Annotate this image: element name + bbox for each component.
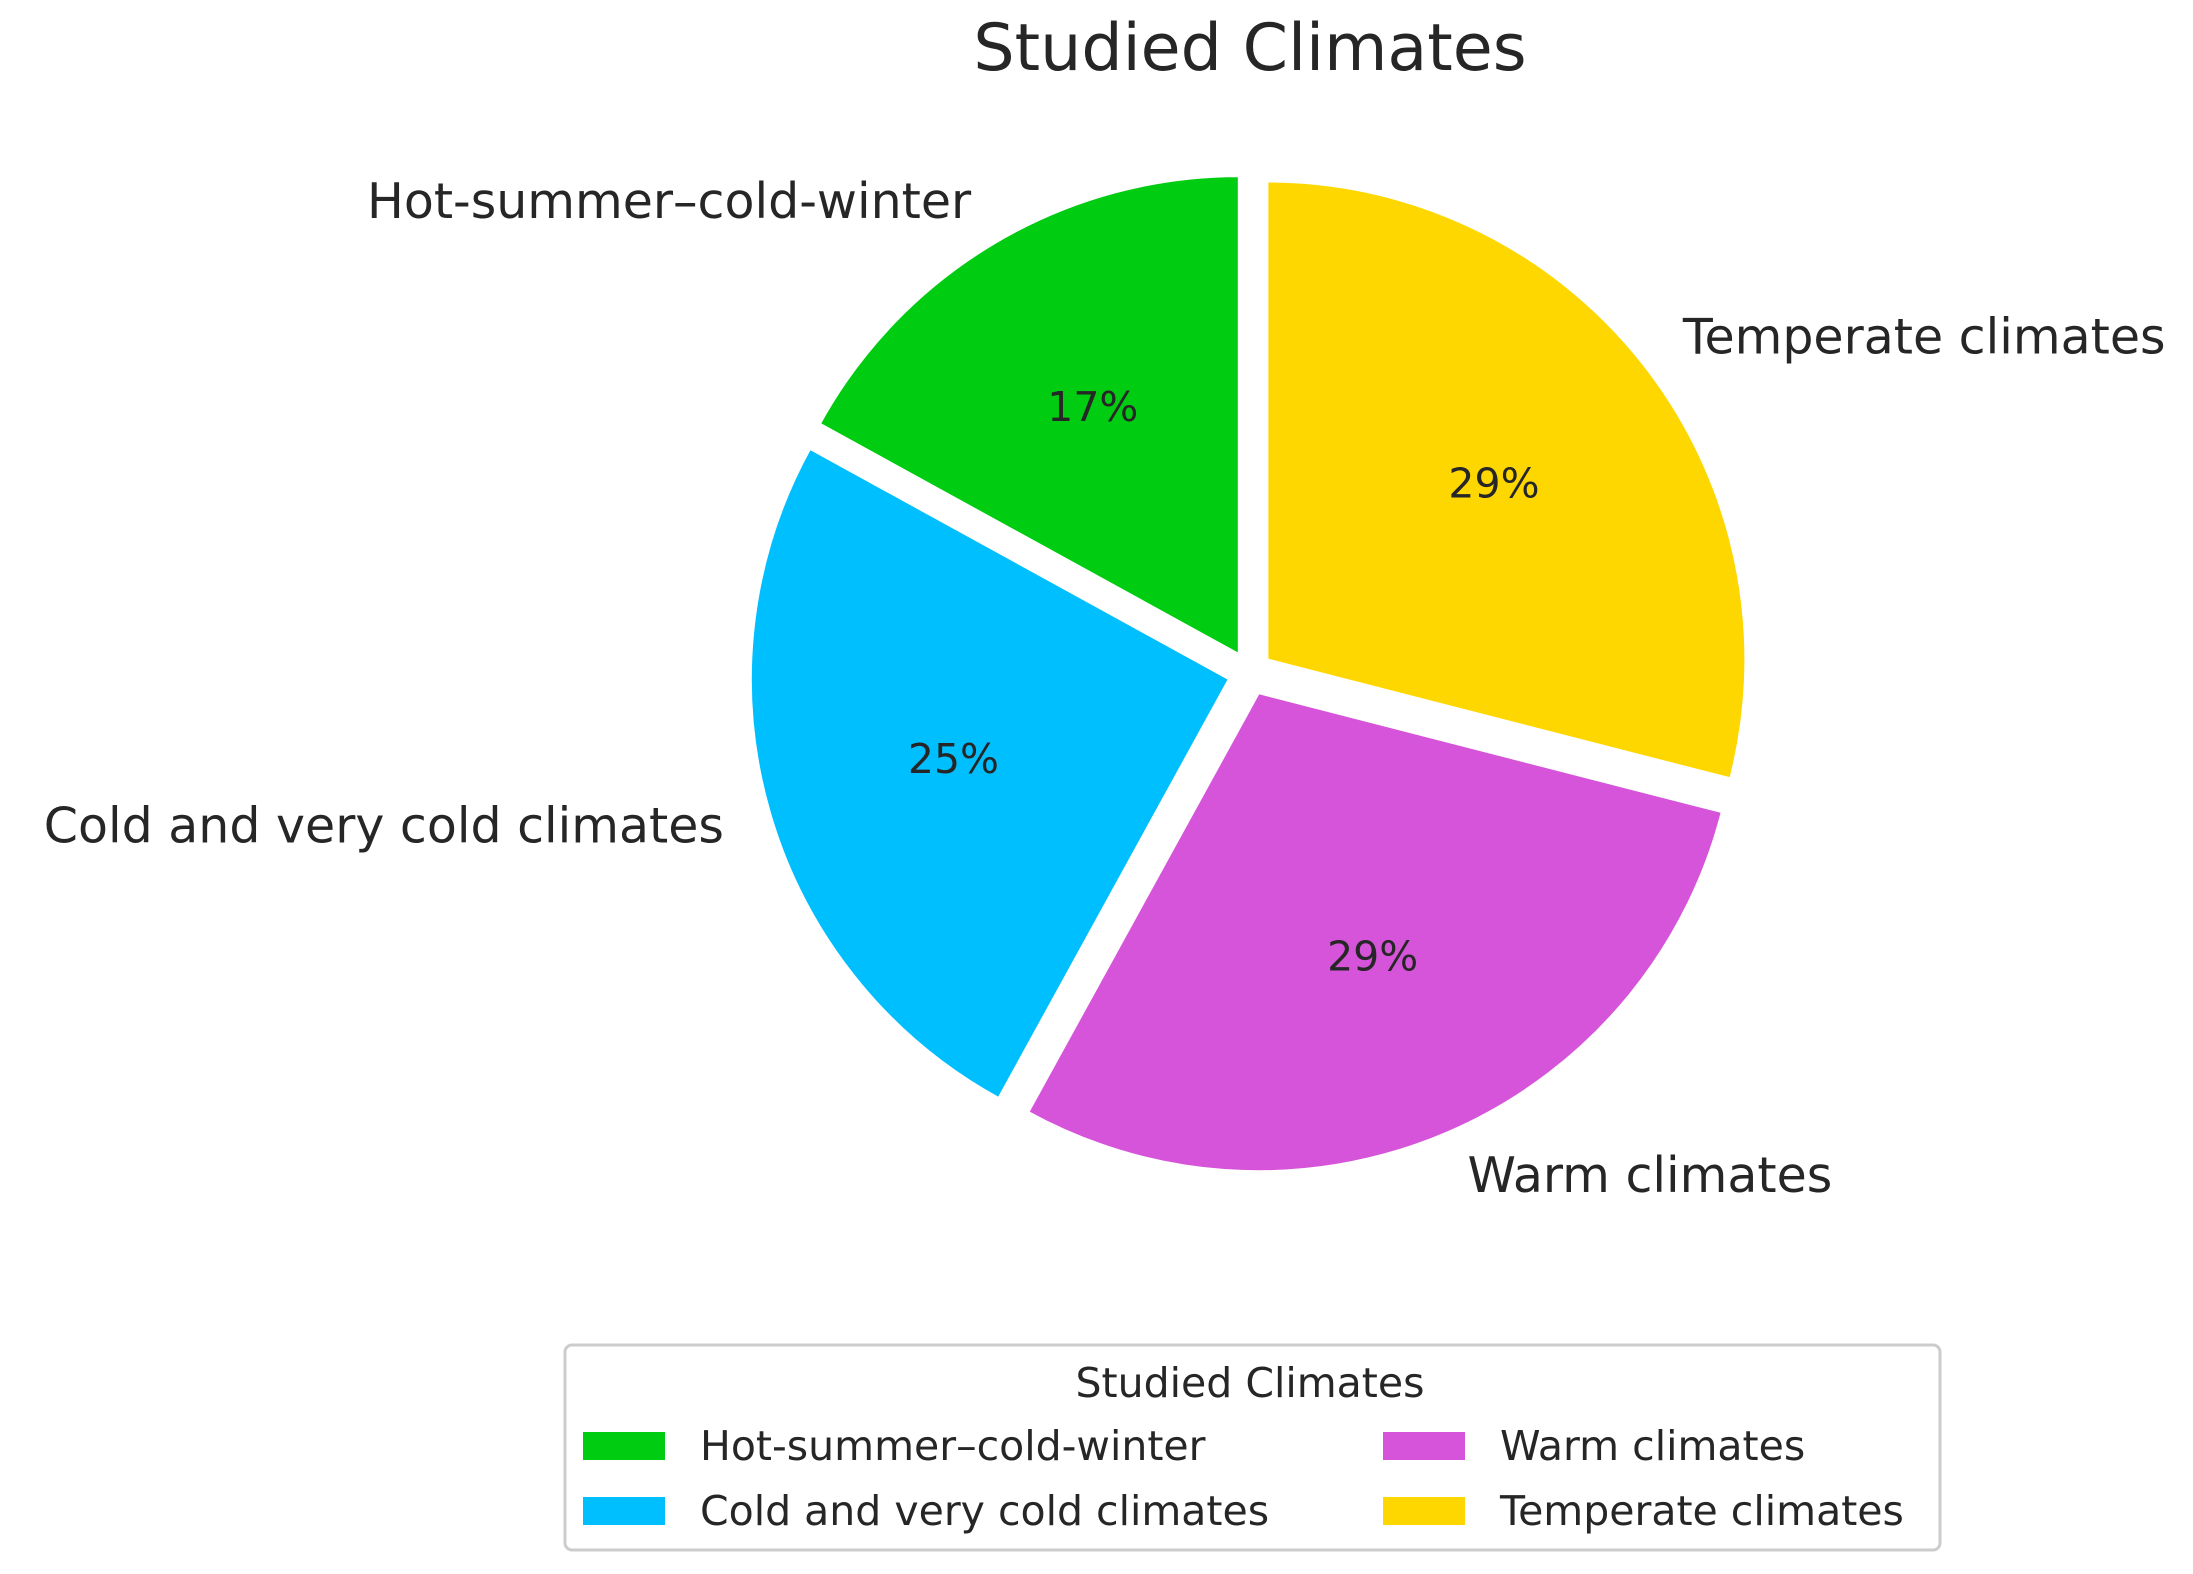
legend-item-temperate-climates: Temperate climates bbox=[1383, 1487, 1904, 1535]
legend-item-warm-climates: Warm climates bbox=[1383, 1422, 1805, 1470]
pie-slice-temperate-climates bbox=[1266, 180, 1747, 780]
legend: Studied Climates Hot-summer–cold-winter C… bbox=[563, 1343, 1942, 1552]
percent-label-warm-climates: 29% bbox=[1327, 932, 1418, 980]
percent-label-cold-and-very-cold-climates: 25% bbox=[908, 735, 999, 783]
pie-slice-hot-summer-cold-winter bbox=[818, 175, 1240, 656]
slice-labels: 17% Hot-summer–cold-winter 25% Cold and ver… bbox=[44, 173, 2166, 1204]
pie-slices bbox=[749, 175, 1747, 1173]
slice-label-warm-climates: Warm climates bbox=[1468, 1147, 1833, 1204]
legend-label-cold-and-very-cold-climates: Cold and very cold climates bbox=[700, 1487, 1269, 1535]
legend-item-hot-summer-cold-winter: Hot-summer–cold-winter bbox=[583, 1422, 1206, 1470]
legend-label-warm-climates: Warm climates bbox=[1500, 1422, 1805, 1470]
slice-label-cold-and-very-cold-climates: Cold and very cold climates bbox=[44, 797, 724, 854]
pie-slice-warm-climates bbox=[1027, 692, 1723, 1173]
percent-label-temperate-climates: 29% bbox=[1448, 460, 1539, 508]
legend-item-cold-and-very-cold-climates: Cold and very cold climates bbox=[583, 1487, 1269, 1535]
legend-title: Studied Climates bbox=[1076, 1359, 1425, 1407]
chart-title: Studied Climates bbox=[973, 11, 1526, 86]
legend-items: Hot-summer–cold-winter Cold and very cold… bbox=[583, 1422, 1904, 1535]
legend-frame bbox=[563, 1343, 1942, 1552]
legend-swatch-cold-and-very-cold-climates bbox=[583, 1497, 665, 1525]
legend-swatch-temperate-climates bbox=[1383, 1497, 1465, 1525]
legend-label-temperate-climates: Temperate climates bbox=[1499, 1487, 1904, 1535]
percent-label-hot-summer-cold-winter: 17% bbox=[1047, 383, 1138, 431]
slice-label-temperate-climates: Temperate climates bbox=[1682, 309, 2166, 366]
legend-swatch-hot-summer-cold-winter bbox=[583, 1432, 665, 1460]
legend-swatch-warm-climates bbox=[1383, 1432, 1465, 1460]
legend-label-hot-summer-cold-winter: Hot-summer–cold-winter bbox=[700, 1422, 1206, 1470]
pie-slice-cold-and-very-cold-climates bbox=[749, 447, 1231, 1100]
slice-label-hot-summer-cold-winter: Hot-summer–cold-winter bbox=[367, 173, 972, 230]
